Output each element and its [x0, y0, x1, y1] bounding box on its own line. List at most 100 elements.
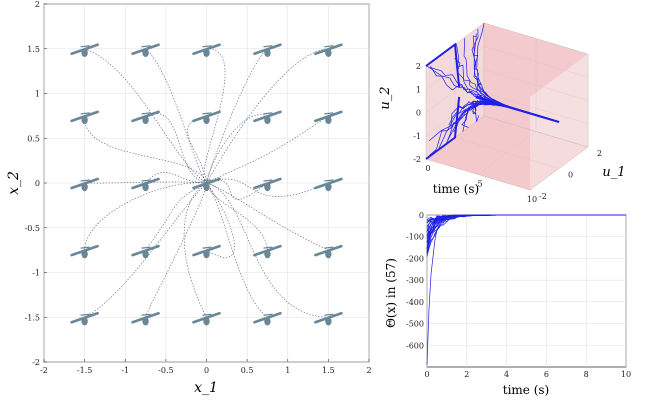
theta-plot: 0 2 4 6 8 10 0 -100 -200 -300 -400 -500 -600 time (…: [384, 211, 631, 397]
drone-rotor: [141, 112, 151, 115]
drone-body: [203, 115, 210, 125]
theta-x-tick-label: 0: [424, 370, 429, 379]
drone-icon: [314, 43, 343, 57]
drone-icon: [131, 244, 160, 259]
u2-tick-label: 2: [416, 62, 421, 71]
drone-icon: [131, 311, 160, 326]
time-tick-label: 0: [425, 164, 430, 173]
theta-x-tick-label: 2: [464, 370, 469, 379]
drone-rotor: [263, 246, 273, 249]
theta-y-ticks: 0 -100 -200 -300 -400 -500 -600: [406, 211, 424, 350]
drone-body: [142, 317, 149, 326]
theta-x-tick-label: 6: [544, 370, 549, 379]
y-tick-label: 1: [35, 90, 40, 99]
theta-series-line: [426, 214, 626, 254]
drone-rotor: [324, 112, 334, 115]
drone-body: [264, 249, 271, 259]
drone-rotor: [141, 179, 151, 182]
drone-rotor: [202, 179, 212, 182]
drone-rotor: [202, 45, 212, 48]
drone-icon: [314, 311, 343, 326]
drone-icon: [314, 110, 343, 125]
u2-axis-label: u_2: [378, 86, 393, 109]
x-tick-label: 0: [204, 366, 209, 375]
y-tick-label: 0.5: [27, 134, 40, 143]
trajectory-path: [84, 48, 207, 184]
x-tick-label: -2: [40, 366, 48, 375]
trajectory-path: [145, 113, 207, 184]
drone-icon: [192, 110, 221, 125]
y-axis-label: x_2: [6, 171, 22, 195]
time-tick-label: 10: [527, 195, 537, 204]
trajectory-path: [145, 172, 207, 184]
drone-icon: [314, 244, 343, 259]
u1-tick-label: -2: [539, 192, 547, 201]
drone-rotor: [202, 246, 212, 249]
x-tick-label: -1.5: [77, 366, 92, 375]
trajectory-path: [206, 182, 329, 251]
control-edge: [425, 42, 461, 88]
x-tick-label: 2: [366, 366, 371, 375]
constraint-plane: [426, 23, 588, 97]
drone-rotor: [141, 313, 151, 316]
drone-icon: [70, 311, 99, 326]
drone-body: [81, 48, 88, 57]
drone-body: [264, 48, 271, 57]
theta-x-tick-label: 4: [504, 370, 509, 379]
drone-icon: [192, 311, 221, 326]
drone-body: [81, 182, 88, 192]
drone-icon: [192, 244, 221, 259]
constraint-plane: [426, 116, 588, 190]
theta-plot-area: [426, 214, 627, 368]
drone-rotor: [202, 313, 212, 316]
drone-body: [264, 182, 271, 192]
drone-icon: [253, 177, 282, 192]
drone-rotor: [324, 179, 334, 182]
drone-rotor: [80, 246, 90, 249]
drone-rotor: [141, 45, 151, 48]
trajectory-path: [206, 182, 329, 318]
drone-body: [325, 115, 332, 125]
trajectory-path: [206, 182, 268, 318]
trajectory-path: [145, 182, 207, 251]
trajectory-path: [84, 115, 207, 184]
svg-text:x_2: x_2: [6, 171, 22, 195]
trajectory-path: [84, 182, 207, 251]
u2-tick-label: 1: [416, 85, 421, 94]
drone-icon: [131, 177, 160, 192]
theta-x-tick-label: 10: [621, 370, 631, 379]
drone-rotor: [324, 313, 334, 316]
trajectory-plot: -2 -1.5 -1 -0.5 0 0.5 1 1.5 2 -2 -1.5 -1 -0.5 0 0.5 1 1…: [6, 0, 372, 396]
drone-icon: [192, 43, 221, 57]
u2-tick-label: -2: [413, 155, 421, 164]
drone-icon: [70, 244, 99, 259]
drone-icon: [192, 177, 221, 192]
drone-body: [325, 317, 332, 326]
control-edge: [425, 96, 461, 160]
drone-rotor: [263, 112, 273, 115]
drone-icon: [70, 110, 99, 125]
x-tick-label: 1.5: [322, 366, 335, 375]
drone-icon: [253, 110, 282, 125]
drone-body: [325, 249, 332, 259]
constraint-plane: [426, 66, 530, 190]
theta-y-tick-label: -500: [406, 320, 424, 329]
drone-rotor: [324, 246, 334, 249]
svg-text:x_1: x_1: [194, 380, 218, 396]
theta-y-tick-label: -400: [406, 298, 424, 307]
y-tick-label: -0.5: [25, 224, 40, 233]
drone-body: [264, 115, 271, 125]
box-3d: [425, 22, 589, 191]
theta-y-tick-label: -100: [406, 233, 424, 242]
drone-body: [325, 48, 332, 57]
u1-axis-label: u_1: [602, 165, 625, 180]
constraint-plane: [484, 23, 588, 147]
theta-y-axis-label: Θ(x) in (57): [384, 258, 398, 328]
drone-body: [142, 48, 149, 57]
drone-body: [81, 317, 88, 326]
drone-rotor: [80, 313, 90, 316]
x-tick-label: 1: [285, 366, 290, 375]
